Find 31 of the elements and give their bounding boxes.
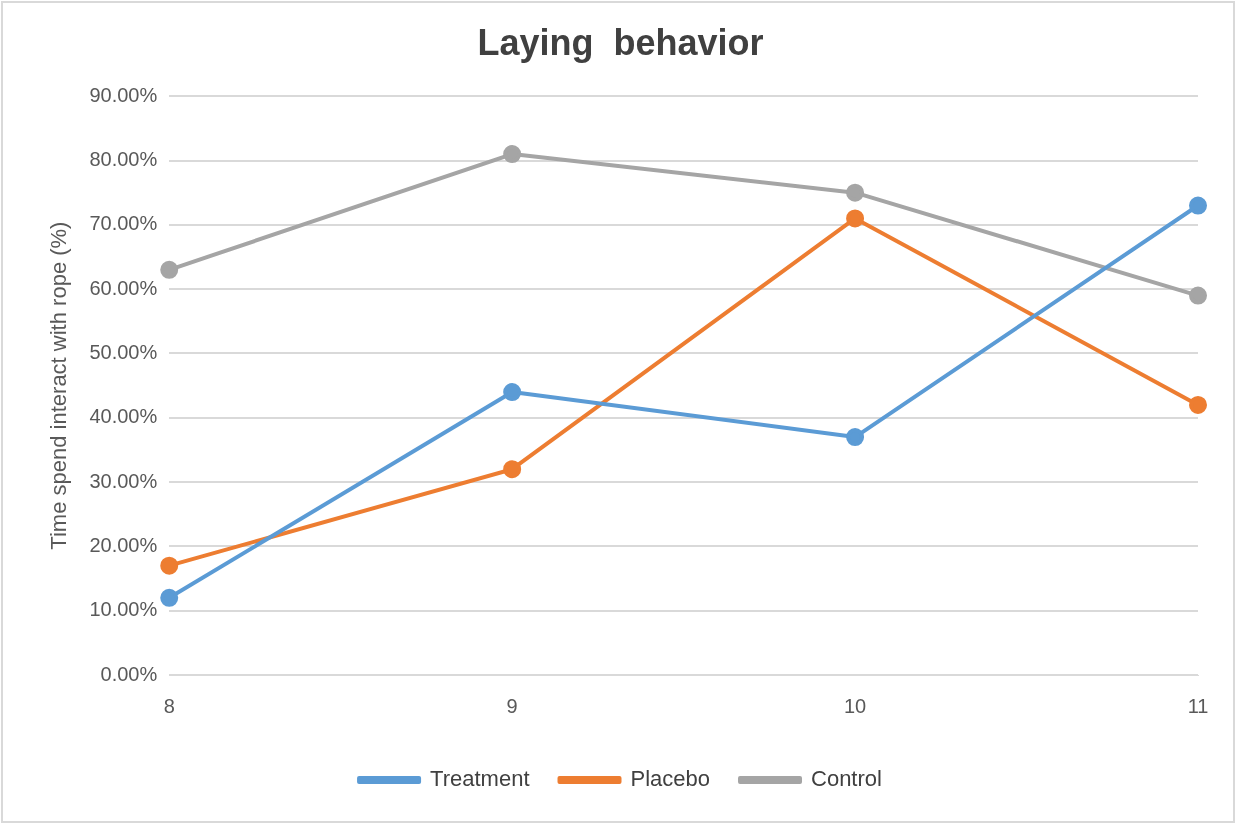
point	[846, 183, 865, 202]
point	[1189, 196, 1207, 215]
y-tick-label: 0.00%	[100, 662, 158, 685]
y-tick-label: 40.00%	[89, 405, 158, 428]
y-tick-label: 80.00%	[89, 148, 158, 171]
point	[503, 460, 522, 479]
point	[503, 145, 522, 164]
legend-label: Control	[811, 766, 882, 792]
y-tick-label: 60.00%	[89, 276, 158, 299]
x-tick-label: 10	[843, 694, 867, 717]
point	[503, 383, 522, 402]
x-tick-label: 11	[1187, 694, 1209, 717]
x-tick-label: 9	[506, 694, 518, 717]
point	[160, 556, 179, 575]
chart-title: Laying behavior	[477, 21, 764, 63]
y-tick-label: 90.00%	[89, 83, 158, 106]
y-axis-title: Time spend interact with rope (%)	[46, 221, 72, 550]
point	[160, 588, 179, 607]
point	[846, 209, 865, 228]
y-tick-label: 10.00%	[89, 598, 158, 621]
x-tick-label: 8	[163, 694, 175, 717]
point	[846, 428, 865, 447]
y-tick-label: 70.00%	[89, 212, 158, 235]
point	[160, 260, 179, 279]
legend-label: Treatment	[430, 766, 530, 792]
legend-label: Placebo	[630, 766, 711, 792]
y-tick-label: 50.00%	[89, 340, 158, 363]
y-tick-label: 20.00%	[89, 533, 158, 556]
point	[1189, 395, 1207, 414]
y-tick-label: 30.00%	[89, 469, 158, 492]
point	[1189, 286, 1207, 305]
